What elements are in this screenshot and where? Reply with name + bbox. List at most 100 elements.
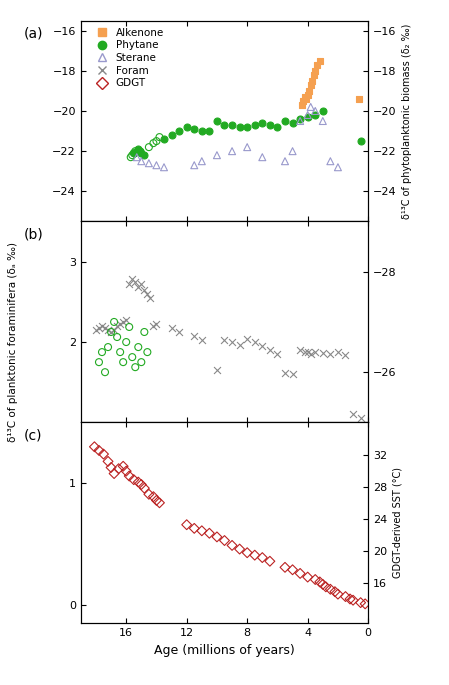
Point xyxy=(135,144,142,155)
Point xyxy=(144,288,151,299)
Legend: Alkenone, Phytane, Sterane, Foram, GDGT: Alkenone, Phytane, Sterane, Foram, GDGT xyxy=(92,28,164,88)
Point xyxy=(117,319,124,330)
Point xyxy=(327,155,334,166)
Point xyxy=(117,347,124,358)
Point xyxy=(221,335,228,346)
Point xyxy=(251,549,258,560)
Point xyxy=(259,151,266,162)
Point xyxy=(191,523,198,534)
Point xyxy=(347,593,354,604)
Point xyxy=(335,588,342,599)
Point xyxy=(127,151,134,162)
Point xyxy=(304,347,311,358)
Point xyxy=(145,158,153,169)
Point xyxy=(150,138,157,149)
Point xyxy=(114,332,121,342)
Y-axis label: GDGT-derived SST (°C): GDGT-derived SST (°C) xyxy=(393,467,403,578)
Point xyxy=(144,347,151,358)
Point xyxy=(304,90,311,101)
Point xyxy=(123,336,130,347)
Point xyxy=(244,142,251,153)
Point xyxy=(229,540,236,551)
Point xyxy=(153,136,160,147)
Point xyxy=(141,483,148,494)
Point xyxy=(119,461,127,472)
Point xyxy=(114,321,121,332)
Point xyxy=(115,463,122,474)
Point xyxy=(153,495,160,506)
Point xyxy=(126,321,133,332)
Point xyxy=(229,146,236,157)
Point xyxy=(319,579,326,590)
Text: (a): (a) xyxy=(23,27,43,40)
Point xyxy=(331,586,339,597)
Point xyxy=(274,349,281,360)
Point xyxy=(107,327,114,338)
Point xyxy=(289,146,296,157)
Point xyxy=(236,544,243,555)
Point xyxy=(335,346,342,357)
Point xyxy=(105,342,112,353)
Point xyxy=(282,116,289,127)
Point xyxy=(319,348,326,359)
Point xyxy=(198,334,205,345)
Point xyxy=(153,319,160,330)
Point xyxy=(150,491,157,502)
Point xyxy=(136,146,143,157)
Point xyxy=(135,342,142,353)
Point xyxy=(289,118,296,129)
Point xyxy=(135,282,142,293)
Point xyxy=(307,101,314,112)
Point xyxy=(282,155,289,166)
Point xyxy=(91,441,98,452)
Point xyxy=(304,112,311,123)
Point xyxy=(141,284,148,295)
Point xyxy=(198,525,205,536)
Text: (c): (c) xyxy=(23,428,42,443)
Point xyxy=(322,582,330,593)
Point xyxy=(133,146,141,157)
Point xyxy=(129,274,136,285)
Point xyxy=(229,336,236,347)
Point xyxy=(110,468,118,479)
Point xyxy=(244,547,251,558)
Text: (b): (b) xyxy=(23,227,43,242)
Point xyxy=(168,129,175,140)
Point xyxy=(132,276,139,287)
Point xyxy=(251,336,258,347)
Point xyxy=(301,91,308,102)
Point xyxy=(107,327,114,338)
Point xyxy=(296,116,304,127)
Point xyxy=(98,347,106,358)
Point xyxy=(301,346,308,357)
Point xyxy=(191,123,198,134)
Point xyxy=(298,99,305,110)
Point xyxy=(259,340,266,351)
Point xyxy=(296,345,304,356)
Point xyxy=(282,367,289,378)
Point xyxy=(221,120,228,131)
Point xyxy=(221,535,228,546)
Point xyxy=(312,110,319,121)
Point xyxy=(191,330,198,341)
Point xyxy=(160,134,167,145)
Point xyxy=(342,591,349,602)
Point xyxy=(296,568,304,579)
Point xyxy=(289,564,296,575)
Point xyxy=(213,364,220,375)
Point xyxy=(335,162,342,173)
Point xyxy=(138,279,145,290)
Point xyxy=(307,79,314,90)
Point xyxy=(304,110,311,121)
Point xyxy=(123,314,130,325)
Point xyxy=(357,597,364,608)
Point xyxy=(306,86,313,97)
Point xyxy=(229,120,236,131)
Point xyxy=(95,445,102,456)
Point xyxy=(299,95,307,106)
Point xyxy=(119,316,127,327)
Point xyxy=(303,93,310,104)
Point xyxy=(150,321,157,332)
Point xyxy=(101,366,109,377)
Point xyxy=(312,105,319,116)
